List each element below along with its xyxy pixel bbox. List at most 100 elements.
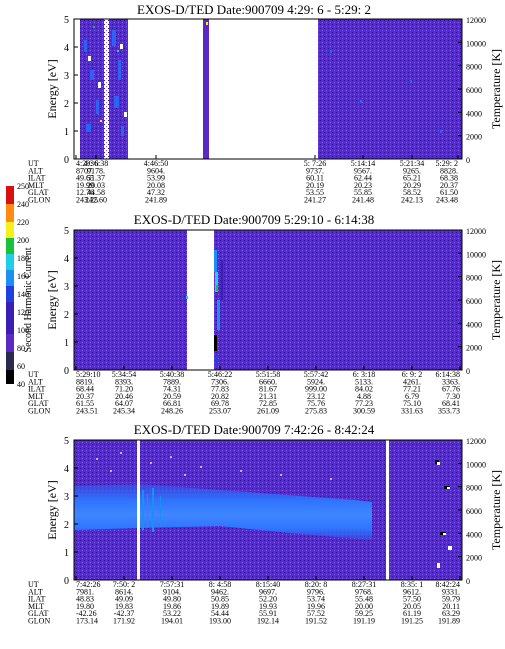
orbit-row-label: ALT [28,166,43,175]
orbit-value: 243.48 [436,196,458,205]
orbit-value: 9768. [355,587,373,596]
orbit-value: 7889. [163,377,181,386]
temperature-tick-label: 2000 [466,344,482,353]
orbit-row-label: GLON [28,617,50,626]
orbit-value: 4261. [403,377,421,386]
orbit-value: 8707. [76,166,94,175]
orbit-value: 77.83 [211,385,229,394]
orbit-value: 242.60 [85,196,107,205]
orbit-value: 20.59 [163,392,181,401]
panel-3-data-gap-a [137,440,140,580]
orbit-value: 8393. [115,377,133,386]
y-tick-label: 4 [64,43,69,54]
temperature-tick-label: 6000 [466,507,482,516]
orbit-value: 20.82 [211,392,229,401]
orbit-value: 20.23 [354,181,372,190]
orbit-value: 248.26 [161,407,183,416]
orbit-value: 9265. [403,166,421,175]
orbit-value: 9612. [403,587,421,596]
orbit-value: 9697. [259,587,277,596]
temperature-tick-label: 8000 [466,63,482,72]
y-tick-label: 1 [64,338,69,349]
colorbar-tick-label: 80 [17,344,25,353]
orbit-value: 7981. [76,587,94,596]
orbit-value: 300.59 [353,407,375,416]
temperature-tick-label: 4000 [466,109,482,118]
orbit-row-label: GLAT [28,399,49,408]
panel-3: EXOS-D/TED Date:900709 7:42:26 - 8:42:24 [28,422,503,626]
orbit-value: 20.29 [403,181,421,190]
orbit-value: 74.31 [163,385,181,394]
orbit-value: 5:46:22 [208,370,232,379]
panel-3-ylabel: Energy [eV] [45,480,59,539]
orbit-value: 68.41 [442,399,460,408]
orbit-value: 20.37 [440,181,458,190]
orbit-row-label: UT [28,370,39,379]
orbit-value: 9104. [163,587,181,596]
y-tick-label: 5 [64,226,69,237]
panel-2-streak [186,250,223,365]
orbit-value: 7:42:26 [76,580,100,589]
y-tick-label: 4 [64,464,69,475]
panel-3-y-ticks: 0 1 2 3 4 5 [64,436,78,587]
orbit-row-label: UT [28,159,39,168]
panel-3-title: EXOS-D/TED Date:900709 7:42:26 - 8:42:24 [134,422,375,437]
panel-3-data-gap-b [386,440,389,580]
orbit-value: 49.65 [76,174,94,183]
orbit-row-label: ILAT [28,385,45,394]
colorbar-tick-label: 140 [17,290,29,299]
orbit-row-label: MLT [28,181,44,190]
panel-2-ylabel: Energy [eV] [45,270,59,329]
orbit-value: 20.03 [87,181,105,190]
orbit-value: 999.00 [305,385,327,394]
orbit-value: 241.27 [304,196,326,205]
orbit-row-label: GLAT [28,609,49,618]
orbit-value: 4:36:38 [84,159,108,168]
orbit-value: 64.07 [115,399,133,408]
y-tick-label: 0 [64,155,69,166]
orbit-value: 6: 3:18 [353,370,375,379]
orbit-value: 75.76 [307,399,325,408]
colorbar-tick-label: 250 [17,182,29,191]
temperature-tick-label: 4000 [466,530,482,539]
temperature-tick-label: 0 [466,367,470,376]
orbit-value: 242.13 [401,196,423,205]
orbit-value: 51.37 [87,174,105,183]
panel-1-y-ticks: 0 1 2 3 4 5 [64,15,78,166]
y-tick-label: 3 [64,71,69,82]
orbit-value: 81.67 [259,385,277,394]
orbit-value: 49.80 [163,595,181,604]
orbit-value: 171.92 [113,617,135,626]
panel-3-right-specks [435,460,452,568]
orbit-value: 72.85 [259,399,277,408]
orbit-value: 194.01 [161,617,183,626]
orbit-row-label: GLON [28,407,50,416]
y-tick-label: 3 [64,492,69,503]
orbit-value: 191.25 [401,617,423,626]
orbit-value: 6.79 [405,392,419,401]
colorbar-tick-label: 100 [17,326,29,335]
panel-1-plot [73,18,463,160]
orbit-value: 48.83 [76,595,94,604]
orbit-value: 59.79 [442,595,460,604]
y-tick-label: 1 [64,548,69,559]
orbit-value: 8:15:40 [256,580,280,589]
orbit-value: 19.86 [163,602,181,611]
panel-2-plot [73,229,463,371]
orbit-value: 44.58 [87,188,105,197]
orbit-value: 192.14 [257,617,279,626]
y-tick-label: 0 [64,576,69,587]
orbit-value: 49.09 [115,595,133,604]
temperature-tick-label: 10000 [466,460,486,469]
panel-2-orbit-table: UTALTILATMLTGLATGLON5:29:108819.68.4420.… [28,366,461,416]
colorbar-tick-label: 180 [17,254,29,263]
panel-1-title: EXOS-D/TED Date:900709 4:29: 6 - 5:29: 2 [137,2,371,17]
orbit-value: 19.83 [115,602,133,611]
orbit-value: 7:50: 2 [113,580,135,589]
orbit-value: 8:35: 1 [401,580,423,589]
orbit-value: 5:57:42 [304,370,328,379]
orbit-value: 53.74 [307,595,325,604]
panel-3-y2label: Temperature [K] [489,470,503,550]
colorbar-tick-label: 60 [17,362,25,371]
